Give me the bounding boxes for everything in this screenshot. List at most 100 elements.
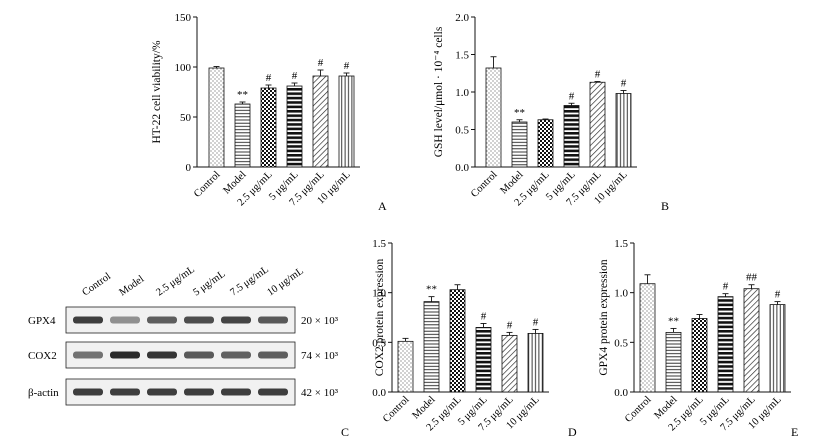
- blot-band: [147, 351, 177, 359]
- y-tick-label: 0.0: [372, 387, 386, 399]
- bar-4: [286, 85, 303, 168]
- blot-mw-label: 74 × 10³: [301, 350, 339, 362]
- bar-3: [537, 119, 554, 168]
- bar-5: [312, 75, 329, 168]
- y-tick-label: 1.0: [614, 288, 628, 300]
- western-blot: Control Model 2.5 μg/mL5 μg/mL 7.5 μg/mL10 …: [28, 264, 339, 406]
- y-tick-label: 50: [180, 112, 192, 124]
- blot-band: [258, 316, 288, 324]
- blot-band: [147, 316, 177, 324]
- y-tick-label: 0.0: [455, 162, 469, 174]
- significance-mark: #: [507, 319, 513, 331]
- bar-6: [615, 93, 632, 168]
- bar-2: [234, 103, 251, 168]
- panel-letter-c: C: [341, 425, 349, 439]
- blot-lane-label: 7.5 μg/mL: [228, 264, 270, 298]
- y-tick-label: 0.0: [614, 387, 628, 399]
- significance-mark: #: [723, 281, 729, 293]
- y-tick-label: 0.5: [455, 125, 469, 137]
- chart-gsh-level: 0.0 0.5 1.0 1.5 2.0 GSH level/μmol · 10⁻⁴ cel…: [433, 12, 637, 208]
- blot-band: [258, 388, 288, 396]
- blot-band: [184, 316, 214, 324]
- bar-4: [475, 327, 492, 393]
- panel-letter-e: E: [791, 425, 798, 439]
- blot-band: [258, 351, 288, 359]
- bar-6: [769, 304, 786, 393]
- bar-4: [563, 105, 580, 168]
- y-tick-label: 1.0: [372, 288, 386, 300]
- y-tick-label: 0: [186, 162, 192, 174]
- blot-protein-label: GPX4: [28, 315, 56, 327]
- y-tick-label: 0.5: [614, 337, 628, 349]
- blot-lane-label: 2.5 μg/mL: [154, 264, 196, 298]
- significance-mark: #: [533, 316, 539, 328]
- bar-5: [589, 81, 606, 168]
- blot-mw-label: 20 × 10³: [301, 315, 339, 327]
- y-tick-label: 1.5: [614, 238, 628, 250]
- blot-frame: [65, 341, 296, 369]
- y-axis-title: GSH level/μmol · 10⁻⁴ cells: [433, 26, 445, 157]
- bar-2: [511, 121, 528, 168]
- blot-band: [147, 388, 177, 396]
- bar-1: [208, 67, 225, 168]
- bar-6: [527, 332, 544, 393]
- bar-1: [485, 67, 502, 168]
- bar-4: [717, 296, 734, 393]
- bar-3: [691, 318, 708, 393]
- significance-mark: #: [595, 69, 601, 81]
- y-axis-title: GPX4 protein expression: [598, 259, 610, 376]
- significance-mark: #: [569, 90, 575, 102]
- blot-frame: [65, 378, 296, 406]
- blot-band: [73, 351, 103, 359]
- significance-mark: **: [514, 107, 525, 119]
- y-tick-label: 150: [175, 12, 192, 24]
- y-axis-title: COX2 protein expression: [374, 258, 386, 376]
- y-tick-label: 0.5: [372, 337, 386, 349]
- bar-3: [449, 289, 466, 393]
- category-label: Control: [469, 169, 500, 200]
- bar-5: [501, 334, 518, 393]
- panel-letter-b: B: [661, 199, 669, 213]
- bar-6: [338, 75, 355, 168]
- blot-band: [110, 351, 140, 359]
- significance-mark: **: [668, 315, 679, 327]
- blot-frame: [65, 306, 296, 334]
- blot-band: [110, 316, 140, 324]
- significance-mark: #: [775, 289, 781, 301]
- blot-lane-label: 10 μg/mL: [265, 266, 305, 299]
- significance-mark: #: [481, 310, 487, 322]
- blot-protein-label: COX2: [28, 350, 57, 362]
- y-tick-label: 100: [175, 62, 192, 74]
- significance-mark: #: [344, 60, 350, 72]
- y-tick-label: 1.5: [372, 238, 386, 250]
- significance-mark: **: [237, 89, 248, 101]
- bar-3: [260, 87, 277, 168]
- y-tick-label: 1.5: [455, 50, 469, 62]
- bar-5: [743, 288, 760, 393]
- significance-mark: #: [266, 72, 272, 84]
- blot-band: [73, 388, 103, 396]
- blot-band: [184, 351, 214, 359]
- blot-protein-label: β-actin: [28, 387, 59, 399]
- bar-1: [639, 283, 656, 393]
- blot-mw-label: 42 × 10³: [301, 387, 339, 399]
- blot-lane-label: Control: [80, 271, 113, 298]
- blot-band: [221, 351, 251, 359]
- significance-mark: #: [318, 57, 324, 69]
- panel-letter-d: D: [568, 425, 577, 439]
- y-tick-label: 1.0: [455, 87, 469, 99]
- significance-mark: #: [621, 78, 627, 90]
- blot-band: [73, 316, 103, 324]
- category-label: Control: [192, 169, 223, 200]
- y-tick-label: 2.0: [455, 12, 469, 24]
- chart-cell-viability: 0 50 100 150 HT-22 cell viability/% Control **…: [151, 12, 360, 208]
- bar-1: [397, 340, 414, 393]
- bar-2: [423, 301, 440, 393]
- y-axis-title: HT-22 cell viability/%: [151, 40, 163, 143]
- panel-letter-a: A: [378, 199, 387, 213]
- blot-band: [184, 388, 214, 396]
- significance-mark: **: [426, 284, 437, 296]
